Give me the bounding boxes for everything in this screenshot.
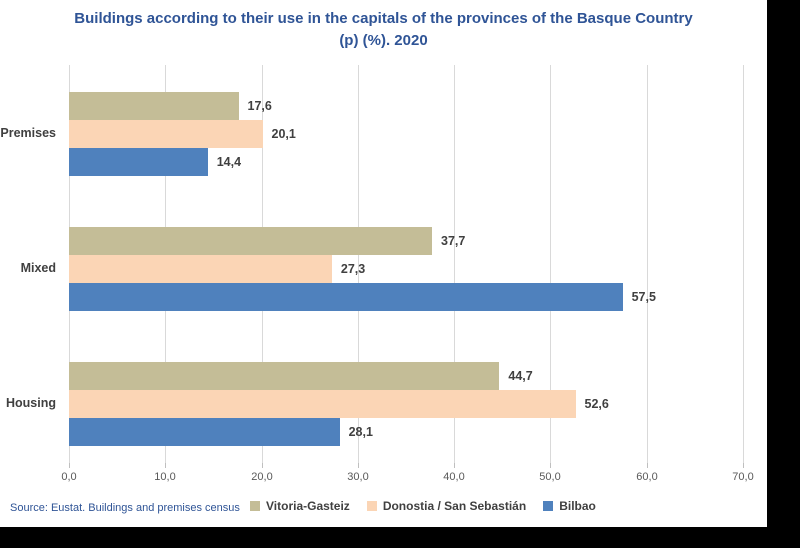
legend-label: Vitoria-Gasteiz bbox=[266, 499, 350, 513]
bar-value-label: 17,6 bbox=[247, 99, 272, 113]
bar-value-label: 57,5 bbox=[631, 290, 656, 304]
bar-value-label: 37,7 bbox=[441, 234, 466, 248]
source-note: Source: Eustat. Buildings and premises c… bbox=[10, 502, 240, 514]
legend-label: Bilbao bbox=[559, 499, 596, 513]
bar-value-label: 20,1 bbox=[271, 127, 296, 141]
tick-mark bbox=[550, 463, 551, 468]
legend-item: Donostia / San Sebastián bbox=[366, 499, 527, 513]
bar bbox=[69, 362, 500, 390]
bar-row: 27,3 bbox=[69, 255, 743, 283]
x-tick-label: 30,0 bbox=[347, 471, 369, 483]
bar-row: 44,7 bbox=[69, 362, 743, 390]
category-band: 44,7 52,6 28,1 bbox=[69, 335, 743, 470]
bar-value-label: 28,1 bbox=[348, 425, 373, 439]
bar-row: 52,6 bbox=[69, 390, 743, 418]
tick-mark bbox=[454, 463, 455, 468]
bar bbox=[69, 390, 576, 418]
legend-item: Vitoria-Gasteiz bbox=[250, 499, 350, 513]
bar bbox=[69, 227, 432, 255]
gridline bbox=[454, 65, 455, 463]
bar-row: 37,7 bbox=[69, 227, 743, 255]
gridline bbox=[743, 65, 744, 463]
legend-swatch-icon bbox=[543, 501, 554, 511]
bar-row: 14,4 bbox=[69, 148, 743, 176]
tick-mark bbox=[165, 463, 166, 468]
x-tick-label: 20,0 bbox=[251, 471, 273, 483]
x-tick-label: 40,0 bbox=[443, 471, 465, 483]
bar bbox=[69, 148, 208, 176]
gridline bbox=[358, 65, 359, 463]
category-band: 37,7 27,3 57,5 bbox=[69, 200, 743, 335]
x-tick-label: 60,0 bbox=[636, 471, 658, 483]
legend-swatch-icon bbox=[366, 501, 377, 511]
x-tick-label: 50,0 bbox=[539, 471, 561, 483]
bar-row: 57,5 bbox=[69, 283, 743, 311]
legend-label: Donostia / San Sebastián bbox=[382, 499, 527, 513]
category-label: Premises bbox=[0, 126, 56, 140]
chart-title-line2: (p) (%). 2020 bbox=[339, 32, 428, 49]
bar-value-label: 27,3 bbox=[340, 262, 366, 276]
bar bbox=[69, 92, 239, 120]
bar-value-label: 44,7 bbox=[508, 369, 533, 383]
chart-title-line1: Buildings according to their use in the … bbox=[74, 10, 693, 27]
bar-value-label: 52,6 bbox=[584, 397, 609, 411]
tick-mark bbox=[647, 463, 648, 468]
tick-mark bbox=[69, 463, 70, 468]
legend-swatch-icon bbox=[250, 501, 260, 511]
plot-area: 0,0 10,0 20,0 30,0 40,0 50,0 60,0 70,0 17,6 20,1 1… bbox=[61, 65, 754, 483]
gridline bbox=[647, 65, 648, 463]
tick-mark bbox=[358, 463, 359, 468]
legend: Vitoria-Gasteiz Donostia / San Sebastián B… bbox=[250, 499, 596, 513]
chart-title: Buildings according to their use in the … bbox=[0, 8, 767, 52]
bar-row: 28,1 bbox=[69, 418, 743, 446]
legend-item: Bilbao bbox=[543, 499, 596, 513]
gridline bbox=[550, 65, 551, 463]
bar bbox=[69, 255, 332, 283]
bar-row: 20,1 bbox=[69, 120, 743, 148]
bar-value-label: 14,4 bbox=[216, 155, 242, 169]
chart-page: Buildings according to their use in the … bbox=[0, 0, 767, 527]
category-band: 17,6 20,1 14,4 bbox=[69, 65, 743, 200]
tick-mark bbox=[743, 463, 744, 468]
category-label: Housing bbox=[6, 396, 56, 410]
x-tick-label: 10,0 bbox=[154, 471, 176, 483]
category-label: Mixed bbox=[20, 261, 56, 275]
x-tick-label: 0,0 bbox=[61, 471, 77, 483]
bar bbox=[69, 283, 623, 311]
bar bbox=[69, 120, 263, 148]
bar bbox=[69, 418, 340, 446]
tick-mark bbox=[262, 463, 263, 468]
bar-row: 17,6 bbox=[69, 92, 743, 120]
x-tick-label: 70,0 bbox=[732, 471, 754, 483]
